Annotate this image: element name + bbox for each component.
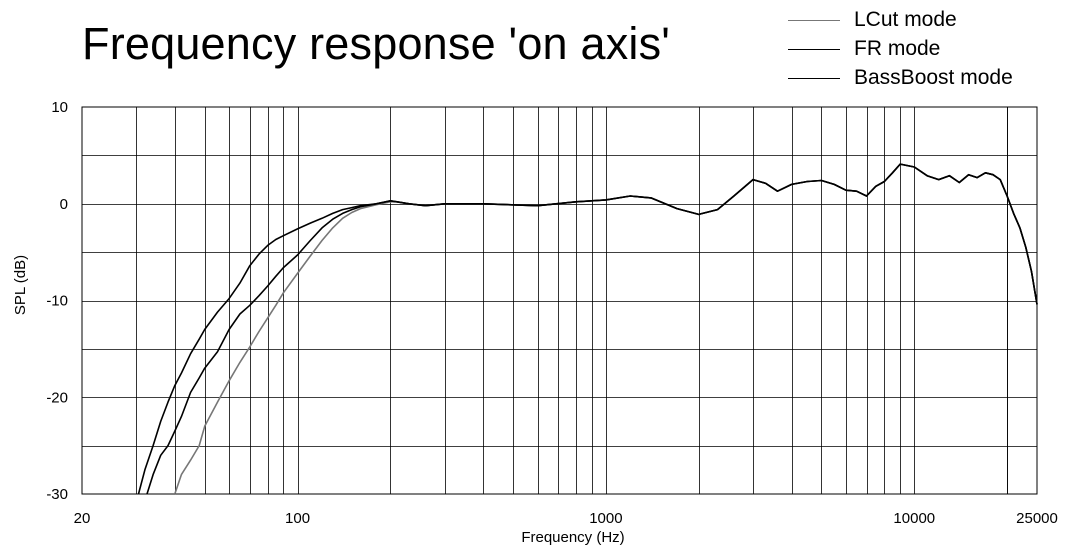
legend-item-lcut: LCut mode <box>788 6 1073 35</box>
x-axis-title: Frequency (Hz) <box>521 529 624 546</box>
y-tick-label: 0 <box>60 196 68 213</box>
x-tick-label: 100 <box>285 510 310 527</box>
x-tick-label: 10000 <box>893 510 935 527</box>
chart-title: Frequency response 'on axis' <box>82 18 671 69</box>
series-line-lcut-mode <box>174 163 1038 495</box>
x-tick-label: 20 <box>74 510 91 527</box>
y-tick-label: -10 <box>46 293 68 310</box>
series-group <box>137 163 1038 495</box>
series-line-fr-mode <box>146 163 1038 495</box>
legend-label-lcut: LCut mode <box>854 8 957 31</box>
x-tick-label: 25000 <box>1016 510 1058 527</box>
legend-swatch-bassboost <box>788 78 840 79</box>
y-tick-label: -20 <box>46 389 68 406</box>
x-tick-label: 1000 <box>589 510 622 527</box>
grid <box>81 106 1038 495</box>
legend-item-bassboost: BassBoost mode <box>788 64 1073 93</box>
y-axis-title: SPL (dB) <box>12 255 29 315</box>
legend-label-bassboost: BassBoost mode <box>854 66 1013 89</box>
legend-swatch-fr <box>788 49 840 50</box>
y-tick-label: -30 <box>46 486 68 503</box>
legend: LCut mode FR mode BassBoost mode <box>788 6 1073 93</box>
series-line-bassboost-mode <box>137 163 1038 495</box>
legend-swatch-lcut <box>788 20 840 21</box>
y-tick-label: 10 <box>51 99 68 116</box>
plot-frame <box>81 106 1038 495</box>
legend-item-fr: FR mode <box>788 35 1073 64</box>
legend-label-fr: FR mode <box>854 37 941 60</box>
